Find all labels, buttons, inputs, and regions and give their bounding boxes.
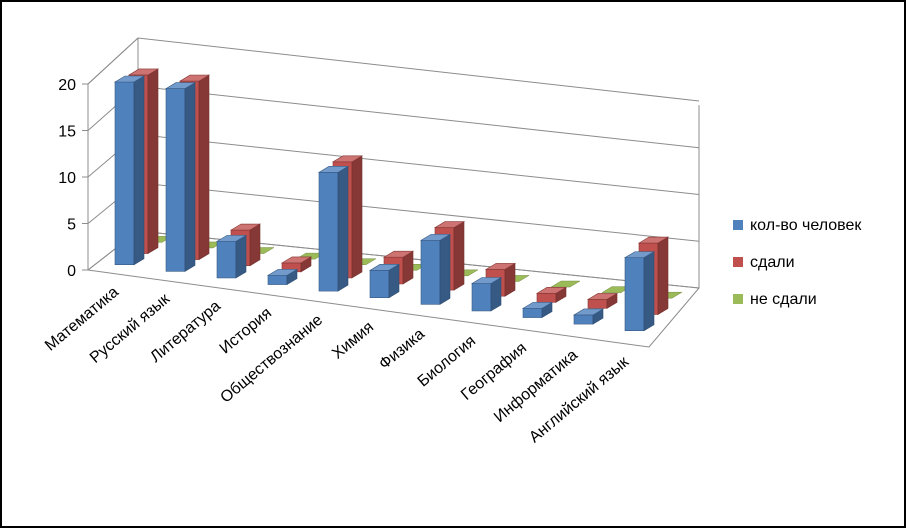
bar-1-10: [572, 308, 605, 325]
category-label: Химия: [329, 319, 377, 363]
bar-1-1: [113, 75, 146, 266]
category-label: Английский язык: [526, 353, 633, 446]
bar-2-10: [586, 292, 619, 309]
bar-1-6: [368, 263, 401, 299]
legend-swatch: [733, 294, 743, 304]
y-tick-label: 15: [58, 124, 76, 141]
legend: кол-во человек сдали не сдали: [733, 217, 862, 308]
bar-1-8: [470, 276, 503, 312]
gridline: [87, 37, 700, 102]
bar-1-4: [266, 268, 299, 286]
legend-label: не сдали: [750, 291, 817, 308]
bar-2-9: [535, 286, 568, 303]
bar-1-5: [317, 165, 350, 292]
bar-1-7: [419, 233, 452, 305]
legend-label: сдали: [750, 254, 795, 271]
y-tick-label: 5: [67, 217, 76, 234]
bars: [113, 68, 683, 332]
category-label: История: [217, 305, 275, 358]
bar-3-9: [550, 280, 581, 288]
bar-1-11: [623, 251, 656, 332]
category-label: Обществознание: [217, 311, 326, 406]
y-tick-label: 0: [67, 263, 76, 280]
bar-1-3: [215, 234, 248, 279]
legend-swatch: [733, 220, 743, 230]
floor-front-edge: [87, 269, 700, 348]
category-label: Физика: [376, 325, 428, 373]
y-tick-label: 20: [58, 77, 76, 94]
bar-1-9: [521, 301, 554, 319]
legend-swatch: [733, 257, 743, 267]
y-axis-ticks: 0 5 10 15 20: [58, 77, 88, 280]
legend-label: кол-во человек: [750, 217, 862, 234]
bar-1-2: [164, 82, 197, 272]
y-tick-label: 10: [58, 170, 76, 187]
